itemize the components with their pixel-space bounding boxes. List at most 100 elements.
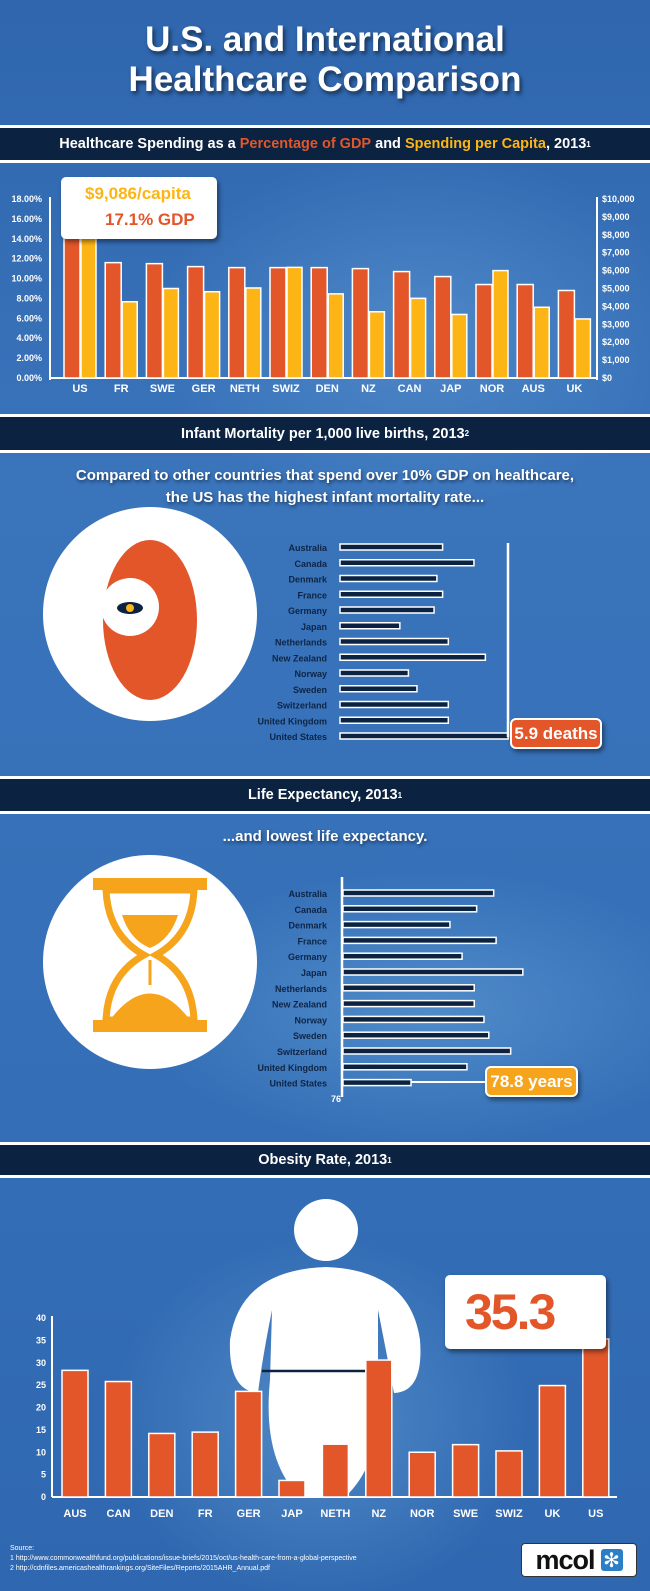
capita-bar xyxy=(162,287,180,379)
country-label: Japan xyxy=(301,622,327,632)
subtitle-line: the US has the highest infant mortality … xyxy=(165,489,485,506)
subtitle-line: Compared to other countries that spend o… xyxy=(75,467,575,484)
country-label: Denmark xyxy=(288,921,328,931)
infant-subtitle: Compared to other countries that spend o… xyxy=(0,465,650,509)
mcol-logo[interactable]: mcol ✻ xyxy=(521,1543,637,1577)
category-label: NETH xyxy=(230,383,260,395)
category-label: NOR xyxy=(480,383,505,395)
callout-gdp: 17.1% GDP xyxy=(105,210,195,229)
category-label: FR xyxy=(114,383,129,395)
infant-bar xyxy=(339,653,487,661)
life-bar xyxy=(342,1031,490,1039)
obesity-callout: 35.3 xyxy=(445,1275,606,1349)
header-text: Obesity Rate, 2013 xyxy=(258,1152,388,1168)
country-label: Australia xyxy=(288,543,328,553)
category-label: CAN xyxy=(106,1508,130,1520)
left-tick-label: 8.00% xyxy=(16,293,42,303)
country-label: Germany xyxy=(288,952,327,962)
hourglass-icon xyxy=(43,855,257,1069)
y-tick-label: 5 xyxy=(41,1470,46,1480)
category-label: AUS xyxy=(63,1508,86,1520)
country-label: United Kingdom xyxy=(258,716,328,726)
obesity-bar xyxy=(191,1431,219,1498)
infant-bar xyxy=(339,669,410,677)
country-label: Australia xyxy=(288,889,328,899)
gdp-bar xyxy=(145,262,164,379)
capita-bar xyxy=(203,290,221,379)
infant-bar xyxy=(339,685,418,693)
category-label: NOR xyxy=(410,1508,435,1520)
y-tick-label: 35 xyxy=(36,1335,46,1345)
y-tick-label: 15 xyxy=(36,1425,46,1435)
footnote-ref: 2 xyxy=(464,429,470,438)
category-label: SWE xyxy=(453,1508,478,1520)
obesity-bar xyxy=(321,1443,350,1498)
left-tick-label: 4.00% xyxy=(16,333,42,343)
gdp-bar xyxy=(516,283,534,379)
life-bar xyxy=(342,1078,412,1087)
baby-icon xyxy=(43,507,257,721)
sources-label: Source: xyxy=(10,1545,35,1552)
capita-bar xyxy=(574,318,592,379)
source-link[interactable]: 1 http://www.commonwealthfund.org/public… xyxy=(10,1555,357,1562)
country-label: France xyxy=(297,936,327,946)
y-tick-label: 40 xyxy=(36,1313,46,1323)
country-label: Canada xyxy=(294,905,328,915)
life-bar xyxy=(342,1047,512,1055)
category-label: UK xyxy=(566,383,582,395)
country-label: Norway xyxy=(294,1015,327,1025)
country-label: Sweden xyxy=(293,685,327,695)
obesity-bar xyxy=(582,1338,610,1498)
logo-text: mcol xyxy=(535,1544,595,1575)
us-spending-callout: $9,086/capita 17.1% GDP xyxy=(61,177,217,239)
life-callout: 78.8 years xyxy=(485,1066,578,1097)
title-line-1: U.S. and International xyxy=(145,20,505,59)
category-label: NZ xyxy=(371,1508,386,1520)
country-label: Japan xyxy=(301,968,327,978)
axis-min-label: 76 xyxy=(331,1094,342,1104)
y-tick-label: 0 xyxy=(41,1492,46,1502)
obesity-bar xyxy=(451,1443,480,1498)
gdp-bar xyxy=(228,266,246,379)
life-bar xyxy=(342,968,524,976)
capita-bar xyxy=(121,300,138,379)
category-label: GER xyxy=(192,383,216,395)
life-bar xyxy=(342,1015,485,1024)
category-label: FR xyxy=(198,1508,213,1520)
right-tick-label: $6,000 xyxy=(602,266,630,276)
sources: Source: 1 http://www.commonwealthfund.or… xyxy=(10,1544,357,1574)
infant-bar xyxy=(339,606,435,614)
infant-bar xyxy=(339,732,509,740)
infant-bar xyxy=(339,716,450,724)
capita-bar xyxy=(327,293,344,379)
right-tick-label: $7,000 xyxy=(602,248,630,258)
obesity-bar xyxy=(538,1384,567,1498)
gdp-bar xyxy=(186,265,205,379)
country-label: United States xyxy=(269,732,327,742)
title-line-2: Healthcare Comparison xyxy=(128,60,522,99)
left-tick-label: 6.00% xyxy=(16,313,42,323)
infant-bar xyxy=(339,637,450,646)
left-tick-label: 2.00% xyxy=(16,353,42,363)
category-label: NETH xyxy=(320,1508,350,1520)
category-label: GER xyxy=(237,1508,261,1520)
country-label: Netherlands xyxy=(275,984,327,994)
footnote-ref: 1 xyxy=(586,139,591,149)
obesity-bar xyxy=(61,1369,89,1498)
capita-bar xyxy=(533,306,550,379)
obesity-bar xyxy=(278,1479,306,1498)
infant-bar xyxy=(339,559,475,567)
capita-bar xyxy=(286,266,303,379)
country-label: New Zealand xyxy=(272,1000,327,1010)
infant-header: Infant Mortality per 1,000 live births, … xyxy=(0,414,650,453)
right-tick-label: $0 xyxy=(602,373,612,383)
capita-bar xyxy=(492,269,509,379)
gdp-bar xyxy=(475,283,493,379)
source-link[interactable]: 2 http://cdnfiles.americashealthrankings… xyxy=(10,1565,270,1572)
right-tick-label: $4,000 xyxy=(602,301,630,311)
category-label: UK xyxy=(544,1508,560,1520)
category-label: DEN xyxy=(150,1508,173,1520)
country-label: Canada xyxy=(294,559,328,569)
infant-bar xyxy=(339,700,450,709)
gdp-bar xyxy=(392,270,411,379)
